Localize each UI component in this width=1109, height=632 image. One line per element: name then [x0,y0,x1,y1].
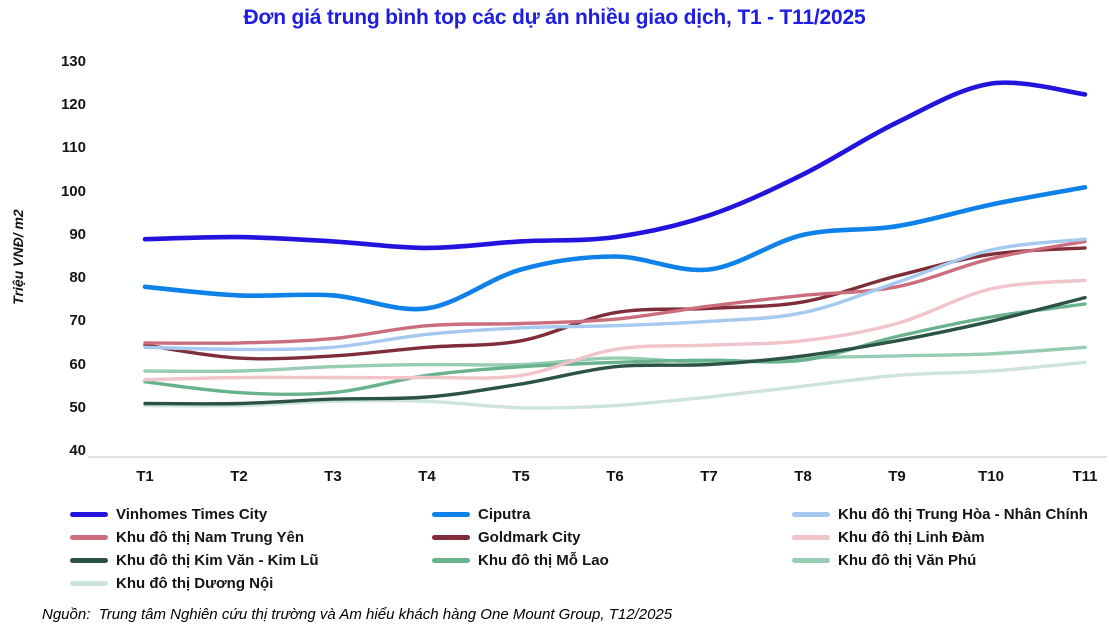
legend-label: Khu đô thị Văn Phú [838,552,977,569]
legend-label: Khu đô thị Linh Đàm [838,529,985,546]
legend-swatch-icon [70,581,108,586]
legend-item: Khu đô thị Văn Phú [792,552,1102,569]
legend-swatch-icon [432,512,470,517]
legend-label: Khu đô thị Nam Trung Yên [116,529,305,546]
legend-label: Khu đô thị Kim Văn - Kim Lũ [116,552,319,569]
legend-item: Vinhomes Times City [70,506,432,523]
series-line [143,302,1087,397]
series-line [142,80,1088,251]
y-tick-label: 90 [69,225,86,243]
series-line [143,246,1087,361]
legend-swatch-icon [432,558,470,563]
y-tick-label: 100 [60,182,86,200]
y-tick-label: 40 [69,442,86,459]
legend-label: Khu đô thị Dương Nội [116,575,274,592]
x-tick-label: T3 [324,468,342,485]
source-note: Nguồn: Trung tâm Nghiên cứu thị trường v… [42,606,673,623]
x-tick-label: T2 [230,468,248,485]
series-line [143,278,1087,382]
y-tick-label: 110 [61,139,86,157]
legend-label: Ciputra [478,506,531,523]
legend-item: Ciputra [432,506,792,523]
y-tick-label: 60 [69,355,86,373]
legend-label: Goldmark City [478,529,581,546]
x-tick-label: T10 [978,468,1004,485]
legend-item: Khu đô thị Mỗ Lao [432,552,792,569]
x-tick-label: T7 [700,468,718,485]
x-tick-label: T11 [1072,468,1098,485]
y-tick-label: 130 [60,53,86,70]
series-line [143,345,1087,374]
series-line [143,239,1087,345]
x-tick-label: T8 [794,468,812,485]
legend-label: Khu đô thị Trung Hòa - Nhân Chính [838,506,1088,523]
legend-swatch-icon [792,558,830,563]
x-tick-label: T1 [136,468,154,485]
series-line [142,185,1088,312]
legend-item: Khu đô thị Dương Nội [70,575,432,592]
legend-swatch-icon [70,512,108,517]
legend-swatch-icon [792,512,830,517]
legend-item: Khu đô thị Kim Văn - Kim Lũ [70,552,432,569]
line-chart-canvas [88,80,1107,458]
legend-item: Goldmark City [432,529,792,546]
chart-title: Đơn giá trung bình top các dự án nhiều g… [243,6,866,29]
y-tick-label: 120 [60,96,86,114]
legend-swatch-icon [70,535,108,540]
legend-item: Khu đô thị Trung Hòa - Nhân Chính [792,506,1102,523]
y-tick-label: 80 [69,269,86,287]
legend-label: Vinhomes Times City [116,506,268,523]
legend-swatch-icon [432,535,470,540]
legend-item: Khu đô thị Nam Trung Yên [70,529,432,546]
legend-label: Khu đô thị Mỗ Lao [478,552,609,569]
x-tick-label: T9 [888,468,906,485]
y-axis-label: Triệu VNĐ/ m2 [10,209,26,305]
legend-swatch-icon [792,535,830,540]
legend-item: Khu đô thị Linh Đàm [792,529,1102,546]
x-tick-label: T4 [418,468,436,485]
chart-legend: Vinhomes Times City Ciputra Khu đô thị Tru… [70,503,1102,595]
series-line [143,360,1087,410]
series-line [143,237,1087,352]
legend-swatch-icon [70,558,108,563]
y-tick-label: 70 [69,312,86,330]
series-line [143,295,1087,406]
x-tick-label: T6 [606,468,624,485]
y-tick-label: 50 [69,398,86,416]
x-tick-label: T5 [512,468,530,485]
